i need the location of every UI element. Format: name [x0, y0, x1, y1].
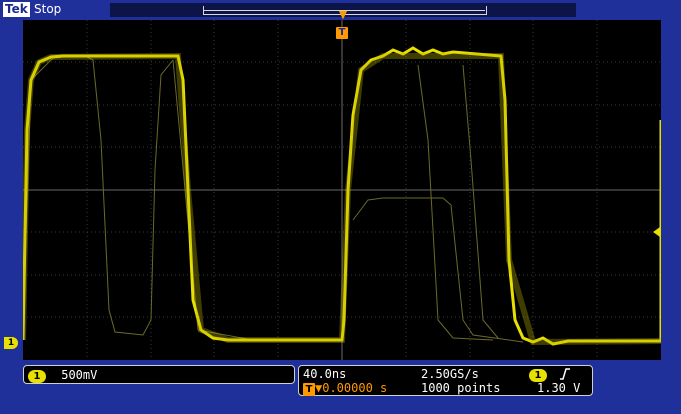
graticule-center-axes [23, 20, 661, 360]
channel1-trace-glow [23, 52, 661, 346]
channel1-trace [23, 46, 661, 346]
top-status-bar: Tek Stop ▼ [0, 0, 681, 21]
trigger-level-marker[interactable] [653, 227, 660, 237]
record-window-bracket [203, 6, 487, 15]
graticule-grid [23, 20, 661, 360]
horizontal-position: 0.00000 s [322, 381, 388, 395]
trigger-offset-arrow: ▼ [315, 381, 323, 395]
trigger-level: 1.30 V [537, 381, 581, 395]
horizontal-scale: 40.0ns [303, 367, 347, 381]
trigger-position-icon: T [303, 383, 315, 396]
rising-edge-icon [560, 368, 571, 380]
graticule-and-trace [23, 20, 661, 360]
channel1-scale: 500mV [61, 368, 98, 382]
sample-rate: 2.50GS/s [421, 367, 479, 381]
horizontal-trigger-readout[interactable]: 40.0ns 2.50GS/s 1 T ▼0.00000 s 1000 point… [298, 365, 593, 396]
acquisition-status[interactable]: Stop [34, 2, 62, 16]
trigger-position-marker[interactable]: T [336, 27, 348, 39]
channel1-readout[interactable]: 1 500mV [23, 365, 295, 384]
trigger-source-badge: 1 [529, 369, 547, 382]
channel1-ground-marker[interactable]: 1 [4, 337, 18, 349]
trigger-position-top-icon: ▼ [338, 8, 348, 21]
brand-logo: Tek [3, 2, 30, 17]
waveform-display[interactable] [23, 20, 661, 360]
channel1-badge: 1 [28, 370, 46, 383]
record-window-line [203, 10, 485, 11]
persistence-traces [23, 54, 524, 343]
record-length: 1000 points [421, 381, 501, 395]
